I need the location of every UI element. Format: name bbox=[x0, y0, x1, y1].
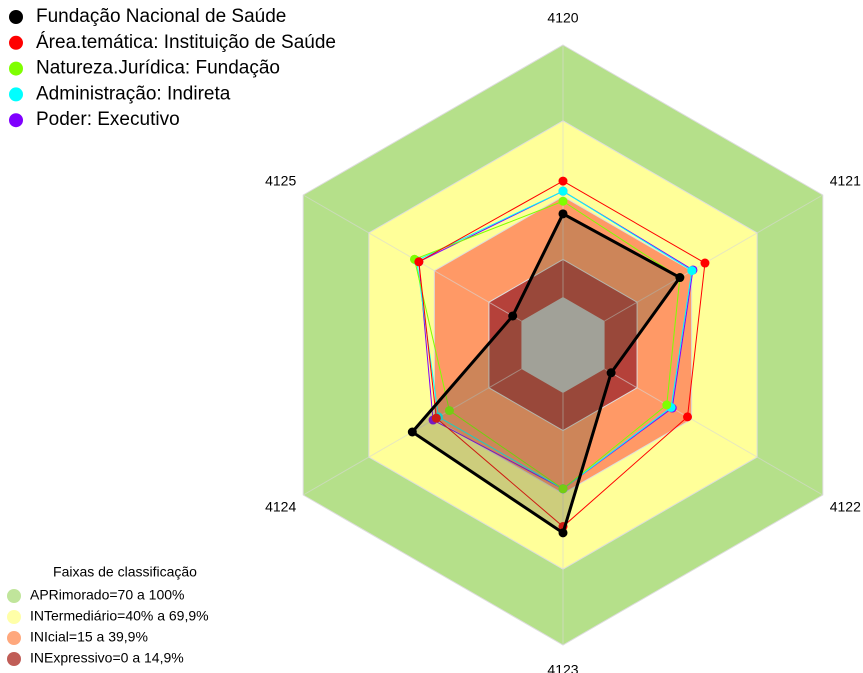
band-legend-marker bbox=[7, 610, 21, 624]
legend-marker bbox=[9, 113, 23, 128]
axis-label: 4123 bbox=[547, 662, 578, 673]
series-point bbox=[508, 311, 518, 321]
axis-label: 4120 bbox=[547, 10, 578, 26]
legend-marker bbox=[9, 61, 23, 76]
band-legend-marker bbox=[7, 652, 21, 666]
spoke bbox=[604, 368, 824, 496]
series-point bbox=[558, 528, 568, 538]
series-point bbox=[558, 196, 568, 206]
band-legend-label: INExpressivo=0 a 14,9% bbox=[30, 650, 184, 666]
legend-label: Administração: Indireta bbox=[36, 83, 231, 104]
series-point bbox=[407, 427, 417, 437]
legend-label: Área.temática: Instituição de Saúde bbox=[36, 32, 336, 53]
legend-marker bbox=[9, 10, 23, 24]
series-point bbox=[687, 266, 697, 276]
center bbox=[521, 297, 605, 393]
axis-label: 4121 bbox=[830, 173, 861, 189]
axis-label: 4124 bbox=[265, 499, 296, 515]
series-point bbox=[558, 209, 568, 219]
spoke bbox=[604, 194, 824, 322]
series-point bbox=[700, 258, 710, 268]
series-point bbox=[606, 368, 616, 378]
series-point bbox=[558, 176, 568, 186]
bands-title: Faixas de classificação bbox=[53, 564, 197, 580]
axis-label: 4122 bbox=[830, 499, 861, 515]
series-point bbox=[414, 257, 424, 267]
band-legend-label: INTermediário=40% a 69,9% bbox=[30, 608, 209, 624]
series-point bbox=[662, 400, 672, 410]
band-legend-marker bbox=[7, 589, 21, 603]
legend-marker bbox=[9, 35, 23, 50]
series-point bbox=[558, 484, 568, 494]
series-point bbox=[431, 413, 441, 423]
legend-label: Fundação Nacional de Saúde bbox=[36, 6, 286, 27]
series-point bbox=[558, 186, 568, 196]
series-point bbox=[675, 273, 685, 283]
band-legend-marker bbox=[7, 631, 21, 645]
legend-marker bbox=[9, 87, 23, 102]
series-point bbox=[444, 406, 454, 416]
band-legend-label: INIcial=15 a 39,9% bbox=[30, 629, 148, 645]
legend-label: Natureza.Jurídica: Fundação bbox=[36, 58, 280, 79]
band-legend-label: APRimorado=70 a 100% bbox=[30, 587, 185, 603]
series-point bbox=[682, 412, 692, 422]
legend-label: Poder: Executivo bbox=[36, 109, 180, 130]
axis-label: 4125 bbox=[265, 173, 296, 189]
